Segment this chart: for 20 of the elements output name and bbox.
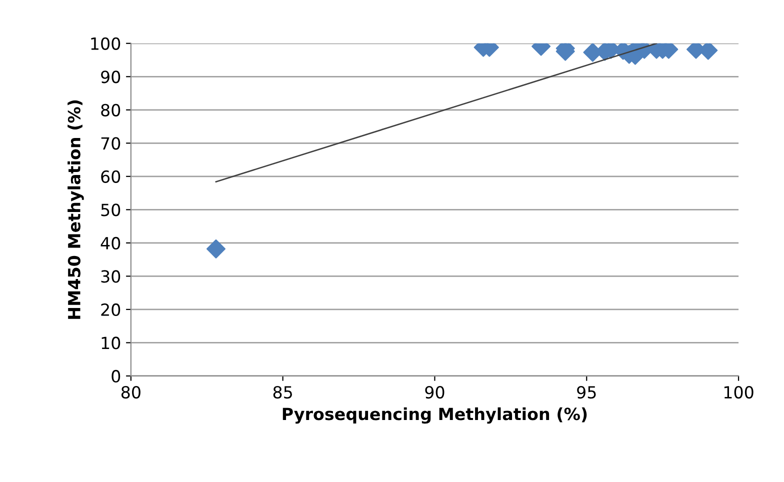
point — [556, 43, 575, 61]
y-tick-label: 100 — [91, 37, 120, 50]
y-tick-label: 30 — [101, 270, 120, 283]
y-tick-label: 80 — [101, 104, 120, 116]
y-tick-label: 10 — [102, 336, 120, 350]
y-tick-label: 50 — [101, 204, 120, 216]
x-tick-label: 85 — [273, 386, 292, 399]
point — [206, 239, 226, 258]
y-tick-label: 70 — [101, 137, 120, 150]
x-axis-title: Pyrosequencing Methylation (%) — [282, 407, 587, 424]
x-tick-label: 80 — [121, 386, 140, 399]
y-tick-label: 60 — [101, 170, 120, 183]
x-tick-label: 95 — [577, 386, 596, 399]
y-tick-label: 20 — [101, 303, 120, 316]
y-axis-title: HM450 Methylation (%) — [68, 100, 84, 319]
x-tick-label: 90 — [425, 386, 444, 399]
y-tick-label: 0 — [112, 370, 120, 383]
y-tick-label: 90 — [101, 70, 120, 84]
y-tick-label: 40 — [100, 236, 120, 250]
x-tick-label: 100 — [724, 386, 754, 399]
